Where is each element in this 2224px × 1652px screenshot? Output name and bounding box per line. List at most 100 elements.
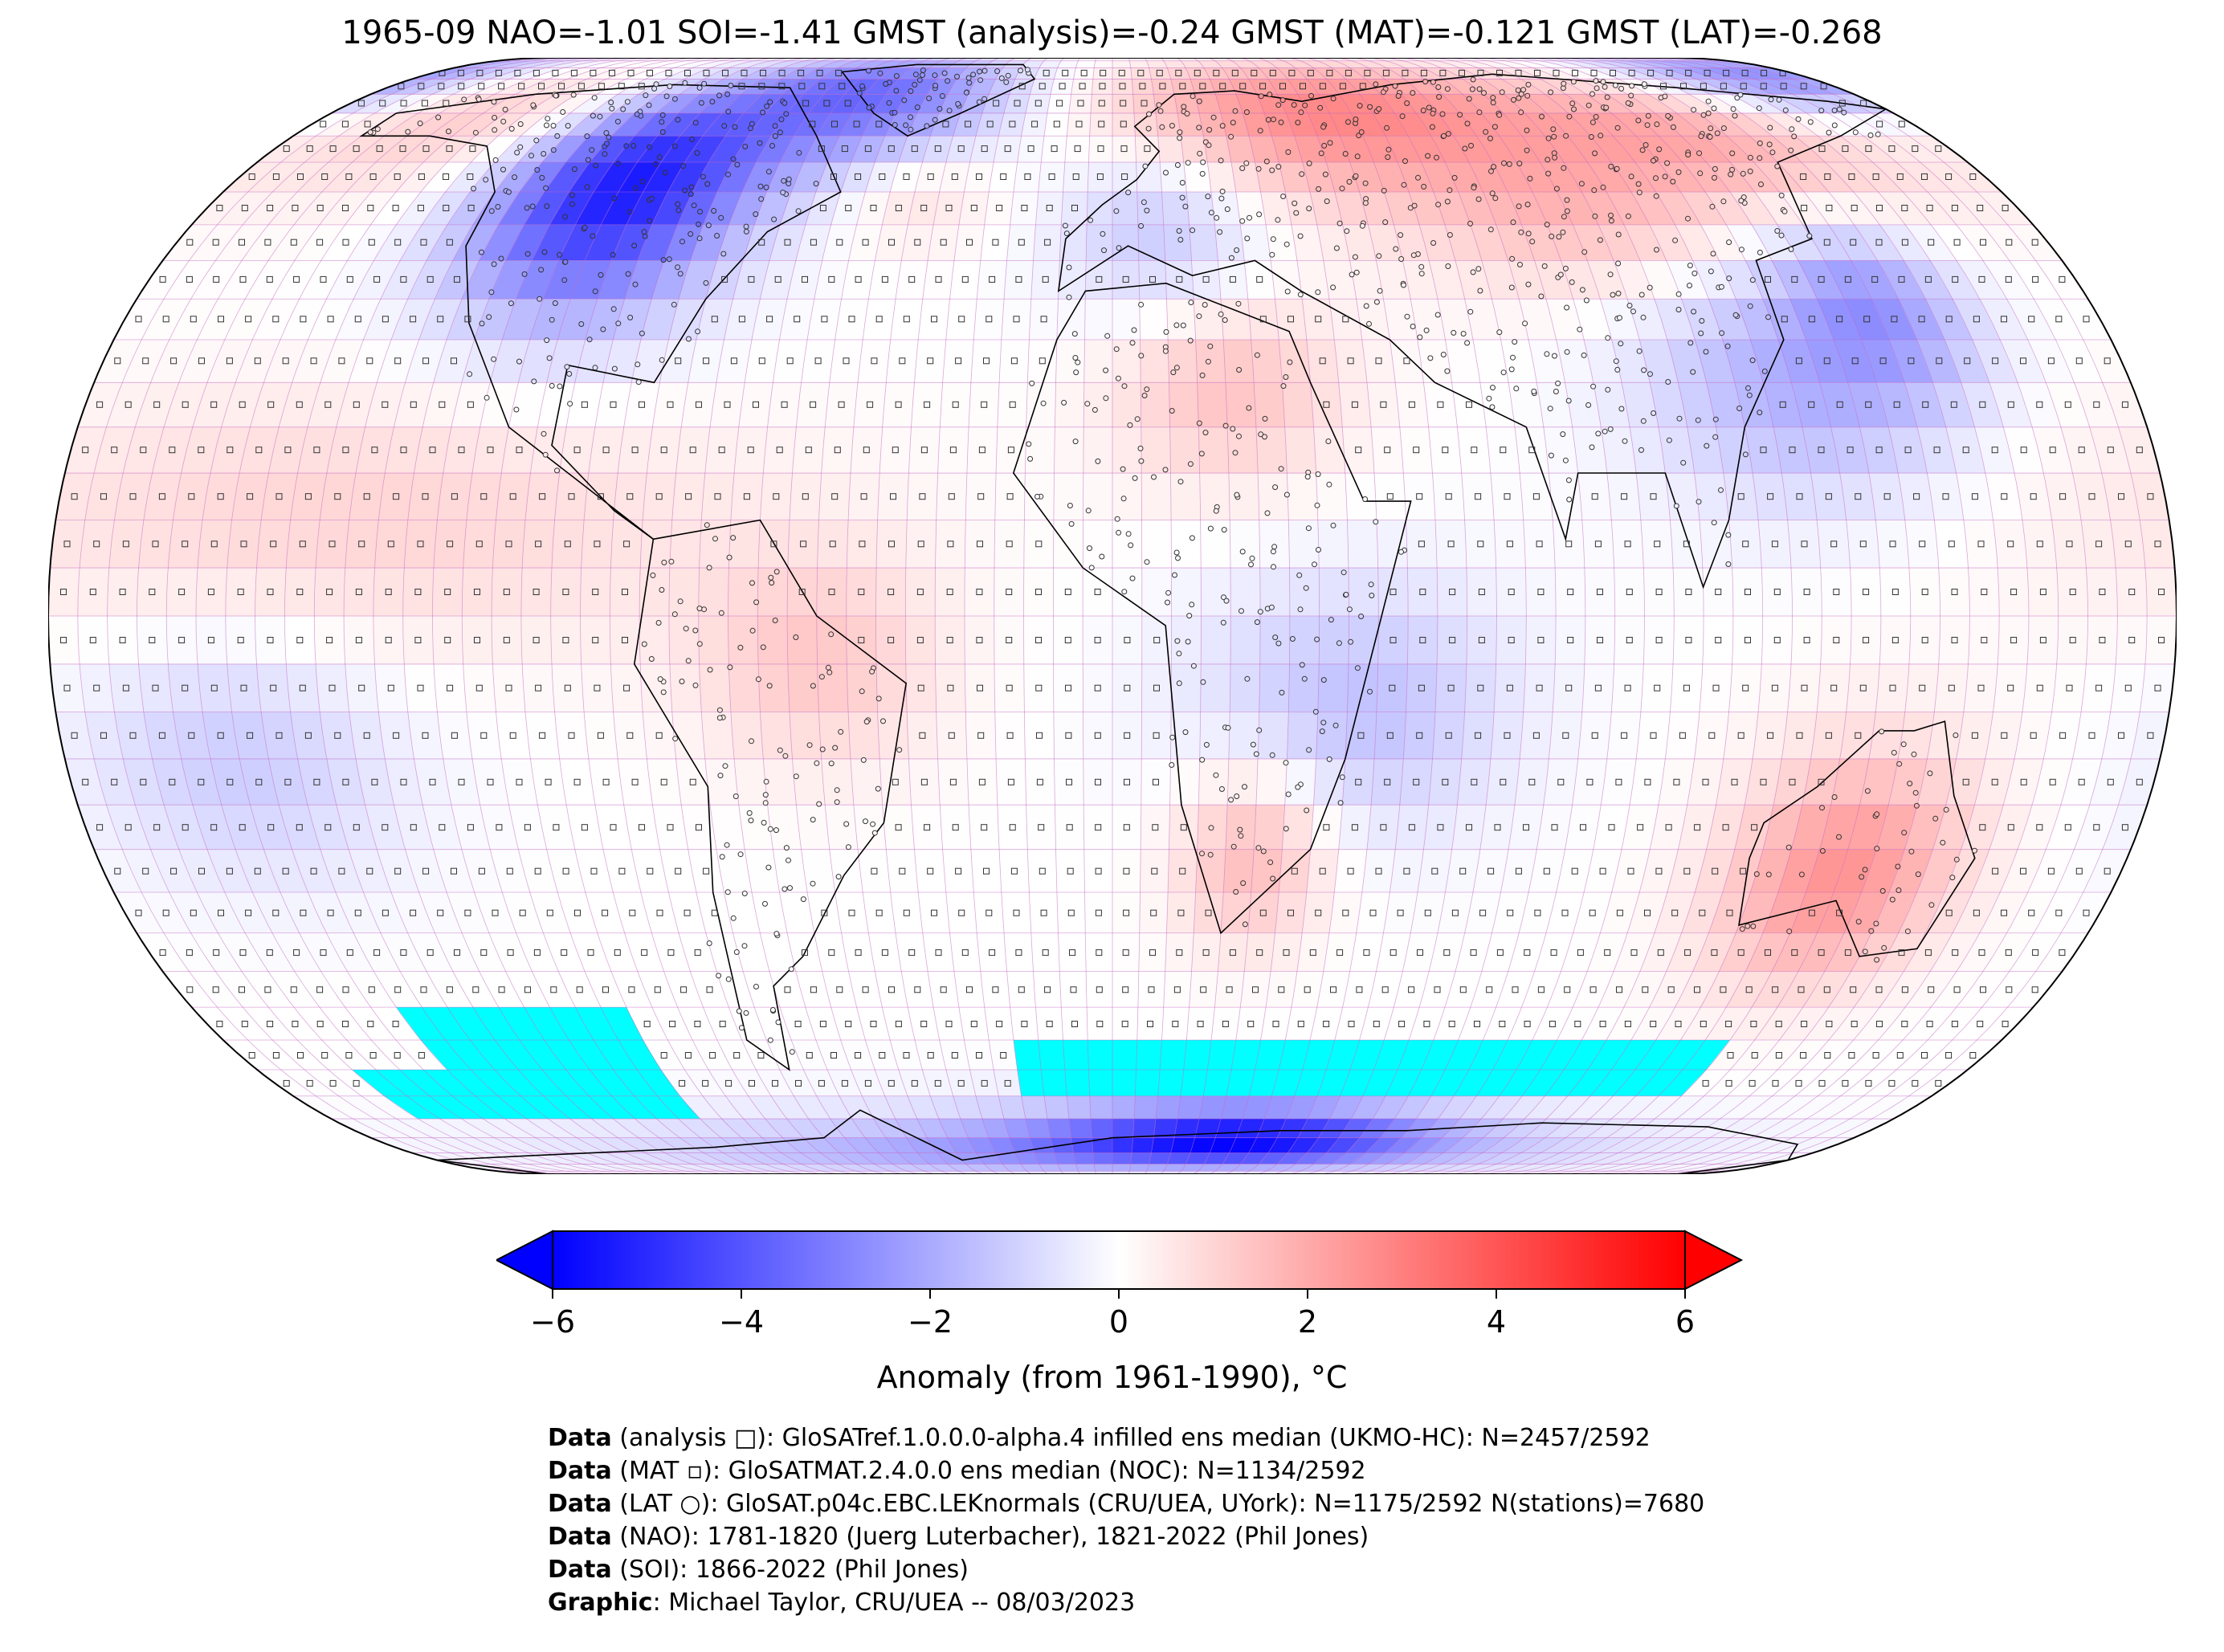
- grid-cell: [1630, 759, 1666, 806]
- lat-station-marker: [1179, 194, 1185, 201]
- grid-cell: [1166, 299, 1196, 340]
- analysis-cell-marker: [1006, 637, 1013, 643]
- grid-cell: [1567, 136, 1612, 162]
- grid-cell: [657, 1095, 700, 1119]
- analysis-cell-marker: [1149, 275, 1156, 283]
- lat-station-marker: [1121, 589, 1128, 595]
- analysis-cell-marker: [379, 100, 386, 107]
- lat-station-marker: [1319, 728, 1325, 735]
- analysis-cell-marker: [738, 316, 745, 323]
- analysis-cell-marker: [1259, 316, 1267, 323]
- grid-cell: [1361, 849, 1396, 892]
- grid-cell: [559, 759, 595, 806]
- grid-cell: [1584, 340, 1622, 383]
- lat-station-marker: [1296, 572, 1303, 578]
- grid-cell: [2101, 712, 2140, 759]
- grid-cell: [250, 382, 292, 427]
- analysis-cell-marker: [382, 824, 389, 831]
- lat-station-marker: [1551, 133, 1557, 140]
- lat-station-marker: [1280, 194, 1287, 199]
- analysis-cell-marker: [248, 173, 255, 180]
- grid-cell: [1086, 224, 1112, 261]
- grid-cell: [965, 616, 994, 664]
- grid-cell: [1421, 94, 1460, 113]
- grid-cell: [1828, 971, 1878, 1008]
- grid-cell: [261, 712, 298, 759]
- grid-cell: [1683, 162, 1730, 192]
- grid-cell: [1828, 224, 1878, 261]
- grid-cell: [173, 473, 210, 520]
- lat-station-marker: [680, 163, 687, 169]
- lat-station-marker: [769, 580, 775, 586]
- grid-cell: [494, 1070, 544, 1096]
- analysis-cell-marker: [394, 239, 402, 246]
- grid-cell: [1875, 663, 1909, 712]
- lat-station-marker: [1127, 422, 1133, 428]
- grid-cell: [1932, 805, 1975, 850]
- grid-cell: [1025, 94, 1051, 113]
- grid-cell: [1795, 1070, 1849, 1096]
- grid-cell: [1998, 616, 2029, 664]
- grid-cell: [790, 473, 822, 520]
- grid-cell: [2072, 473, 2111, 520]
- analysis-cell-marker: [1151, 867, 1158, 875]
- lat-station-marker: [660, 257, 667, 263]
- analysis-cell-marker: [1021, 205, 1028, 211]
- grid-cell: [292, 849, 336, 892]
- grid-cell: [426, 224, 473, 261]
- grid-cell: [1166, 892, 1196, 933]
- grid-cell: [50, 520, 85, 569]
- analysis-cell-marker: [1199, 83, 1206, 90]
- lat-station-marker: [1170, 369, 1177, 376]
- grid-cell: [1751, 94, 1807, 113]
- grid-cell: [261, 473, 298, 520]
- grid-cell: [1528, 849, 1565, 892]
- analysis-cell-marker: [598, 83, 605, 90]
- lat-station-marker: [679, 679, 685, 684]
- grid-cell: [363, 892, 408, 933]
- grid-cell: [1569, 1152, 1619, 1165]
- grid-cell: [1520, 473, 1553, 520]
- grid-cell: [819, 60, 856, 68]
- grid-cell: [1266, 1164, 1296, 1172]
- lat-station-marker: [1644, 122, 1651, 128]
- lat-station-marker: [1565, 477, 1572, 483]
- grid-cell: [402, 568, 434, 616]
- analysis-cell-marker: [467, 173, 474, 180]
- grid-cell: [1112, 1095, 1136, 1119]
- analysis-cell-marker: [182, 684, 189, 691]
- grid-cell: [645, 1152, 692, 1165]
- grid-cell: [698, 568, 729, 616]
- lat-station-marker: [1467, 220, 1473, 226]
- grid-cell: [1471, 60, 1516, 68]
- lat-station-marker: [782, 753, 789, 759]
- coastline: [359, 84, 842, 540]
- grid-cell: [1283, 60, 1314, 68]
- analysis-cell-marker: [1808, 401, 1815, 408]
- lat-station-marker: [685, 336, 692, 342]
- grid-cell: [848, 712, 880, 759]
- analysis-cell-marker: [366, 357, 373, 365]
- analysis-cell-marker: [60, 589, 67, 595]
- analysis-cell-marker: [2002, 205, 2009, 211]
- grid-cell: [1189, 971, 1218, 1008]
- grid-cell: [1624, 67, 1677, 80]
- grid-cell: [780, 1007, 816, 1040]
- lat-station-marker: [675, 207, 682, 214]
- grid-cell: [1879, 224, 1931, 261]
- lat-station-marker: [762, 900, 768, 907]
- lat-station-marker: [1564, 349, 1570, 355]
- grid-cell: [1369, 60, 1406, 68]
- grid-cell: [873, 1119, 907, 1138]
- grid-cell: [746, 60, 788, 68]
- grid-cell: [1139, 892, 1169, 933]
- grid-cell: [1141, 520, 1172, 569]
- lat-station-marker: [1182, 729, 1189, 736]
- grid-cell: [859, 1152, 893, 1165]
- grid-cell: [1614, 932, 1655, 972]
- grid-cell: [548, 1152, 601, 1165]
- grid-cell: [1622, 805, 1659, 850]
- grid-cell: [675, 759, 710, 806]
- lat-station-marker: [1395, 93, 1402, 99]
- analysis-cell-marker: [296, 637, 304, 643]
